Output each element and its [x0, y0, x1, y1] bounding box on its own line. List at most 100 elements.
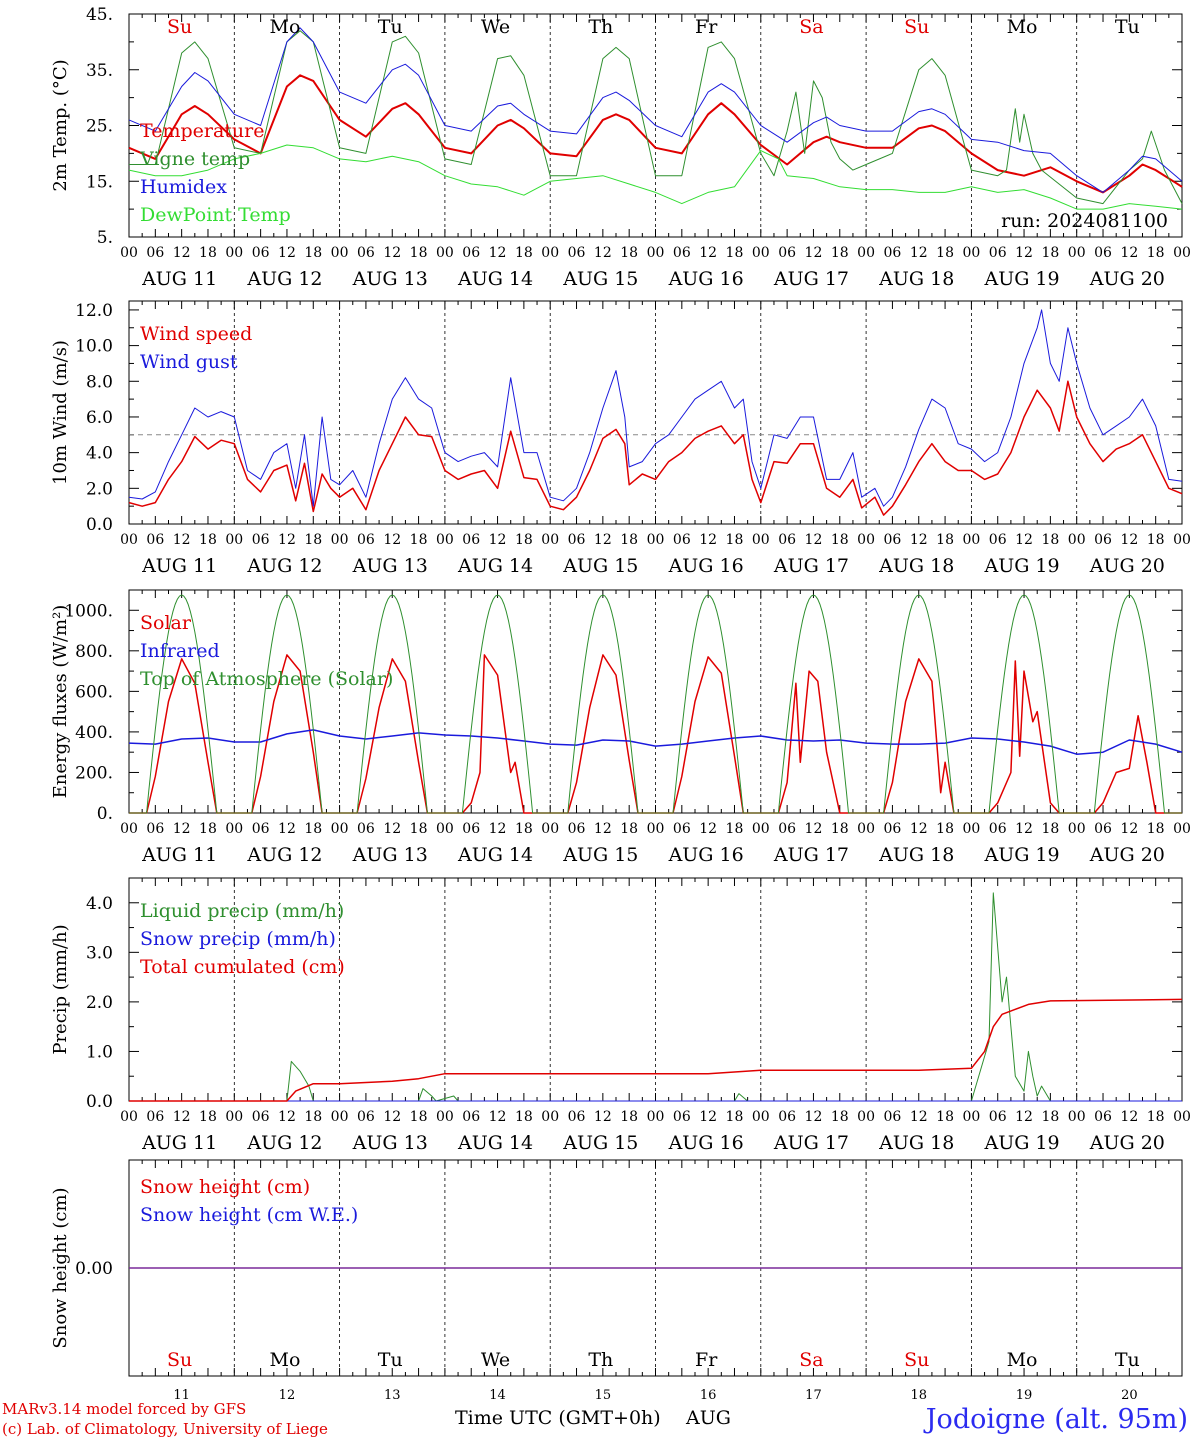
hour-tick-label: 06	[884, 1109, 902, 1125]
hour-tick-label: 06	[778, 1109, 796, 1125]
legend-entry: Solar	[140, 612, 192, 634]
series-line-infrared	[128, 729, 1183, 755]
hour-tick-label: 00	[1173, 821, 1191, 837]
hour-tick-label: 18	[304, 1109, 322, 1125]
hour-tick-label: 06	[252, 532, 270, 548]
hour-tick-label: 18	[515, 821, 533, 837]
hour-tick-label: 00	[436, 1109, 454, 1125]
hour-tick-label: 12	[489, 532, 507, 548]
y-tick-label: 2.0	[86, 993, 113, 1013]
hour-tick-label: 12	[594, 1109, 612, 1125]
hour-tick-label: 06	[884, 532, 902, 548]
hour-tick-label: 12	[489, 1109, 507, 1125]
hour-tick-label: 06	[778, 245, 796, 261]
hour-tick-label: 06	[462, 1109, 480, 1125]
hour-tick-label: 06	[146, 532, 164, 548]
hour-tick-label: 12	[1120, 1109, 1138, 1125]
date-label: AUG 16	[668, 555, 744, 577]
hour-tick-label: 00	[752, 245, 770, 261]
hour-tick-label: 18	[726, 245, 744, 261]
y-tick-label: 1.0	[86, 1042, 113, 1062]
day-number-label: 12	[279, 1388, 296, 1403]
hour-tick-label: 06	[357, 821, 375, 837]
hour-tick-label: 18	[726, 1109, 744, 1125]
day-number-label: 19	[1016, 1388, 1033, 1403]
y-tick-label: 8.0	[86, 372, 113, 392]
hour-tick-label: 06	[252, 1109, 270, 1125]
date-label: AUG 20	[1089, 555, 1165, 577]
date-label: AUG 17	[773, 844, 849, 866]
hour-tick-label: 18	[620, 245, 638, 261]
hour-tick-label: 18	[831, 532, 849, 548]
hour-tick-label: 18	[410, 821, 428, 837]
hour-tick-label: 12	[805, 532, 823, 548]
hour-tick-label: 06	[989, 245, 1007, 261]
hour-tick-label: 18	[620, 821, 638, 837]
hour-tick-label: 18	[304, 532, 322, 548]
date-label: AUG 20	[1089, 844, 1165, 866]
hour-tick-label: 12	[173, 532, 191, 548]
hour-tick-label: 00	[1173, 245, 1191, 261]
hour-tick-label: 00	[1068, 1109, 1086, 1125]
hour-tick-label: 00	[1173, 1109, 1191, 1125]
hour-tick-label: 06	[252, 821, 270, 837]
hour-tick-label: 18	[1147, 245, 1165, 261]
series-line-wind-speed	[128, 380, 1183, 516]
hour-tick-label: 00	[541, 821, 559, 837]
hour-tick-label: 18	[620, 532, 638, 548]
date-label: AUG 14	[457, 1132, 533, 1154]
hour-tick-label: 12	[699, 532, 717, 548]
y-tick-label: 400.	[75, 723, 113, 743]
date-label: AUG 11	[141, 1132, 217, 1154]
legend-entry: Snow precip (mm/h)	[140, 928, 336, 950]
day-label: Tu	[1115, 16, 1140, 38]
y-tick-label: 45.	[86, 5, 113, 25]
hour-tick-label: 00	[857, 245, 875, 261]
hour-tick-label: 00	[857, 532, 875, 548]
footer-station-name: Jodoigne (alt. 95m)	[923, 1404, 1188, 1435]
panel-1: 45. 35. 25. 15. 5. 2m Temp. (°C) Temperature Vi…	[50, 5, 1191, 290]
hour-tick-label: 06	[673, 821, 691, 837]
series-line-vigne-temp	[129, 30, 1183, 205]
hour-tick-label: 00	[647, 532, 665, 548]
hour-tick-label: 06	[357, 1109, 375, 1125]
hour-tick-label: 12	[278, 532, 296, 548]
date-label: AUG 12	[246, 555, 322, 577]
day-label: Th	[588, 1349, 613, 1371]
hour-tick-label: 06	[989, 1109, 1007, 1125]
day-label: We	[481, 1349, 510, 1371]
series-line-liquid-precip-mm-h	[129, 892, 1182, 1102]
hour-tick-label: 00	[436, 821, 454, 837]
hour-tick-label: 18	[831, 1109, 849, 1125]
hour-tick-label: 18	[1041, 821, 1059, 837]
hour-tick-label: 18	[936, 1109, 954, 1125]
footer: MARv3.14 model forced by GFS (c) Lab. of…	[2, 1400, 1188, 1438]
hour-tick-label: 12	[173, 821, 191, 837]
hour-tick-label: 12	[910, 821, 928, 837]
hour-tick-label: 06	[989, 532, 1007, 548]
hour-tick-label: 18	[410, 245, 428, 261]
y-tick-label: 25.	[86, 117, 113, 137]
y-tick-label: 200.	[75, 763, 113, 783]
date-label: AUG 20	[1089, 1132, 1165, 1154]
day-number-label: 11	[173, 1388, 190, 1403]
hour-tick-label: 06	[884, 245, 902, 261]
y-axis-label: Energy fluxes (W/m²)	[50, 605, 71, 799]
hour-tick-label: 12	[1015, 245, 1033, 261]
hour-tick-label: 00	[962, 532, 980, 548]
date-label: AUG 18	[878, 555, 954, 577]
day-number-label: 15	[595, 1388, 612, 1403]
hour-tick-label: 12	[594, 245, 612, 261]
hour-tick-label: 00	[120, 532, 138, 548]
hour-tick-label: 06	[1094, 821, 1112, 837]
hour-tick-label: 18	[304, 245, 322, 261]
hour-tick-label: 12	[383, 821, 401, 837]
legend-entry: Wind speed	[140, 323, 252, 345]
hour-tick-label: 06	[673, 245, 691, 261]
date-label: AUG 16	[668, 1132, 744, 1154]
hour-tick-label: 00	[225, 532, 243, 548]
y-tick-label: 2.0	[86, 479, 113, 499]
hour-tick-label: 00	[1068, 532, 1086, 548]
hour-tick-label: 00	[541, 1109, 559, 1125]
